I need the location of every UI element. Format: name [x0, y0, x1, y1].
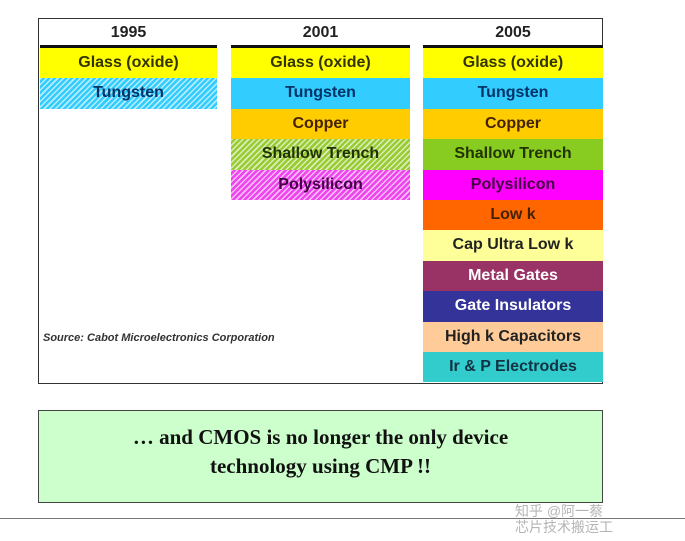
source-caption: Source: Cabot Microelectronics Corporati… [43, 332, 275, 344]
material-cell: Cap Ultra Low k [423, 230, 603, 261]
watermark: 知乎 @阿一蔡 芯片技术搬运工 [515, 503, 613, 535]
watermark-line-2: 芯片技术搬运工 [515, 519, 613, 535]
year-header: 2005 [423, 18, 603, 48]
material-cell: High k Capacitors [423, 321, 603, 352]
material-cell: Polysilicon [423, 169, 603, 200]
material-cell: Low k [423, 199, 603, 231]
divider [0, 518, 685, 519]
material-cell: Glass (oxide) [423, 48, 603, 79]
note-line-1: … and CMOS is no longer the only device [132, 425, 509, 449]
material-cell: Glass (oxide) [231, 48, 410, 79]
material-cell: Copper [231, 108, 410, 140]
watermark-line-1: 知乎 @阿一蔡 [515, 503, 604, 519]
material-cell: Tungsten [40, 78, 217, 109]
material-cell: Tungsten [423, 78, 603, 109]
material-cell: Metal Gates [423, 260, 603, 292]
column-2001: 2001 Glass (oxide) Tungsten Copper Shallow T… [231, 18, 410, 200]
year-header: 2001 [231, 18, 410, 48]
material-cell: Shallow Trench [231, 139, 410, 170]
material-cell: Copper [423, 108, 603, 140]
note-line-2: technology using CMP !! [209, 454, 432, 478]
material-cell: Glass (oxide) [40, 48, 217, 79]
material-cell: Shallow Trench [423, 139, 603, 170]
column-1995: 1995 Glass (oxide) Tungsten [40, 18, 217, 109]
material-cell: Polysilicon [231, 169, 410, 200]
column-2005: 2005 Glass (oxide) Tungsten Copper Shallow T… [423, 18, 603, 383]
material-cell: Ir & P Electrodes [423, 351, 603, 383]
year-header: 1995 [40, 18, 217, 48]
note-box: … and CMOS is no longer the only device … [38, 410, 603, 503]
material-cell: Gate Insulators [423, 291, 603, 322]
material-cell: Tungsten [231, 78, 410, 109]
